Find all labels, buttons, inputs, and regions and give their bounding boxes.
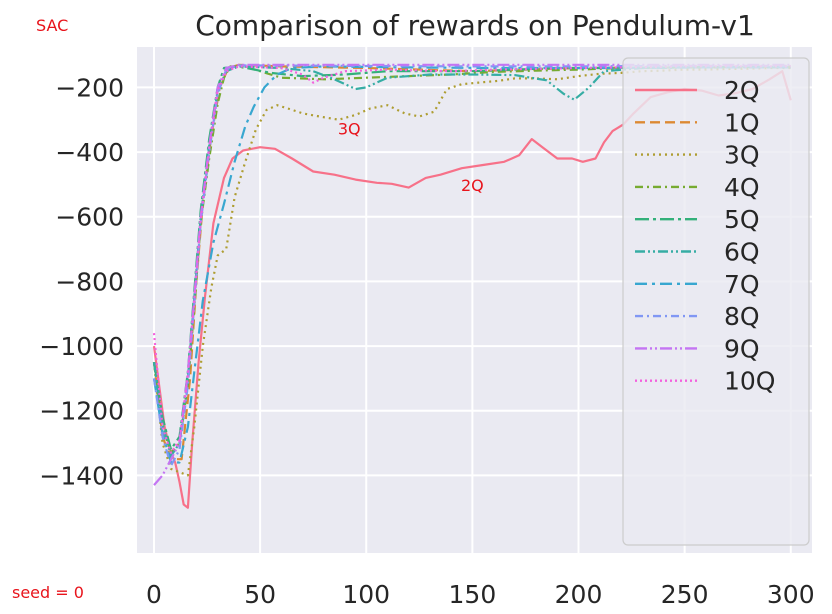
series-line-3q xyxy=(152,66,791,477)
series-line-9q xyxy=(153,63,791,486)
series-line-7q xyxy=(152,65,791,464)
legend-box xyxy=(622,57,810,546)
x-tick-label: 300 xyxy=(767,580,815,609)
legend-label: 9Q xyxy=(724,334,760,363)
tick-labels: 0 50 100 150 200 250 300 −1400 −1200 −1000 −800 −60… xyxy=(39,73,814,609)
legend-label: 4Q xyxy=(724,173,760,202)
y-tick-label: −200 xyxy=(55,73,124,102)
algorithm-annotation: SAC xyxy=(36,16,68,35)
legend-label: 5Q xyxy=(724,205,760,234)
y-tick-label: −400 xyxy=(55,138,124,167)
x-tick-label: 200 xyxy=(555,580,603,609)
legend-label: 2Q xyxy=(724,76,760,105)
series-annotation: 2Q xyxy=(461,176,484,195)
legend-label: 3Q xyxy=(724,141,760,170)
x-tick-label: 0 xyxy=(146,580,162,609)
x-tick-label: 150 xyxy=(449,580,497,609)
x-tick-label: 100 xyxy=(342,580,390,609)
legend-label: 1Q xyxy=(724,108,760,137)
legend[interactable]: 2Q 1Q 3Q 4Q 5Q 6Q 7Q 8Q 9Q 10Q xyxy=(622,57,810,546)
x-tick-label: 50 xyxy=(244,580,276,609)
legend-label: 10Q xyxy=(724,367,776,396)
y-tick-label: −600 xyxy=(55,203,124,232)
legend-label: 6Q xyxy=(724,238,760,267)
series-layer xyxy=(152,63,792,509)
y-tick-label: −1000 xyxy=(39,332,124,361)
annotation-layer: 3Q 2Q xyxy=(338,119,484,195)
seed-annotation: seed = 0 xyxy=(12,583,84,602)
legend-label: 7Q xyxy=(724,270,760,299)
y-tick-label: −1200 xyxy=(39,397,124,426)
y-tick-label: −1400 xyxy=(39,461,124,490)
x-tick-label: 250 xyxy=(661,580,709,609)
y-tick-label: −800 xyxy=(55,267,124,296)
chart-title: Comparison of rewards on Pendulum-v1 xyxy=(195,9,755,42)
series-annotation: 3Q xyxy=(338,119,361,138)
legend-label: 8Q xyxy=(724,302,760,331)
